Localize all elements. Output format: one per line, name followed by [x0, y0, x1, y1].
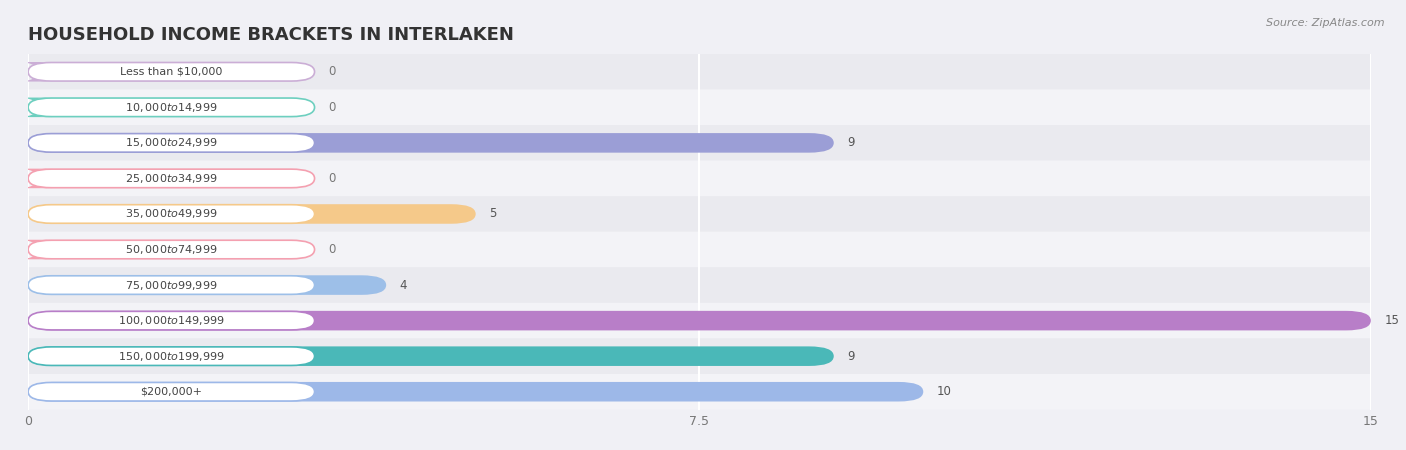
FancyBboxPatch shape [28, 347, 315, 365]
FancyBboxPatch shape [14, 169, 53, 188]
FancyBboxPatch shape [28, 134, 315, 152]
FancyBboxPatch shape [28, 232, 1371, 267]
Text: 15: 15 [1385, 314, 1399, 327]
Text: 10: 10 [936, 385, 952, 398]
FancyBboxPatch shape [28, 382, 924, 401]
Text: $10,000 to $14,999: $10,000 to $14,999 [125, 101, 218, 114]
FancyBboxPatch shape [14, 62, 53, 81]
FancyBboxPatch shape [28, 382, 315, 401]
Text: 9: 9 [848, 136, 855, 149]
FancyBboxPatch shape [14, 240, 53, 259]
Text: 0: 0 [328, 101, 336, 114]
Text: 4: 4 [399, 279, 408, 292]
Text: 0: 0 [328, 243, 336, 256]
FancyBboxPatch shape [28, 374, 1371, 410]
FancyBboxPatch shape [28, 196, 1371, 232]
Text: 0: 0 [328, 172, 336, 185]
FancyBboxPatch shape [28, 54, 1371, 90]
Text: $25,000 to $34,999: $25,000 to $34,999 [125, 172, 218, 185]
Text: 0: 0 [328, 65, 336, 78]
FancyBboxPatch shape [28, 204, 475, 224]
Text: Less than $10,000: Less than $10,000 [120, 67, 222, 77]
FancyBboxPatch shape [28, 303, 1371, 338]
Text: $35,000 to $49,999: $35,000 to $49,999 [125, 207, 218, 220]
FancyBboxPatch shape [14, 98, 53, 117]
FancyBboxPatch shape [28, 311, 315, 330]
Text: $150,000 to $199,999: $150,000 to $199,999 [118, 350, 225, 363]
Text: $50,000 to $74,999: $50,000 to $74,999 [125, 243, 218, 256]
Text: $15,000 to $24,999: $15,000 to $24,999 [125, 136, 218, 149]
Text: HOUSEHOLD INCOME BRACKETS IN INTERLAKEN: HOUSEHOLD INCOME BRACKETS IN INTERLAKEN [28, 26, 515, 44]
FancyBboxPatch shape [28, 267, 1371, 303]
FancyBboxPatch shape [28, 346, 834, 366]
FancyBboxPatch shape [28, 275, 387, 295]
FancyBboxPatch shape [28, 161, 1371, 196]
FancyBboxPatch shape [28, 133, 834, 153]
Text: Source: ZipAtlas.com: Source: ZipAtlas.com [1267, 18, 1385, 28]
FancyBboxPatch shape [28, 98, 315, 117]
FancyBboxPatch shape [28, 311, 1371, 330]
Text: $200,000+: $200,000+ [141, 387, 202, 397]
FancyBboxPatch shape [28, 338, 1371, 374]
FancyBboxPatch shape [28, 169, 315, 188]
Text: 9: 9 [848, 350, 855, 363]
FancyBboxPatch shape [28, 90, 1371, 125]
FancyBboxPatch shape [28, 205, 315, 223]
FancyBboxPatch shape [28, 125, 1371, 161]
FancyBboxPatch shape [28, 276, 315, 294]
FancyBboxPatch shape [28, 240, 315, 259]
Text: 5: 5 [489, 207, 496, 220]
FancyBboxPatch shape [28, 63, 315, 81]
Text: $75,000 to $99,999: $75,000 to $99,999 [125, 279, 218, 292]
Text: $100,000 to $149,999: $100,000 to $149,999 [118, 314, 225, 327]
